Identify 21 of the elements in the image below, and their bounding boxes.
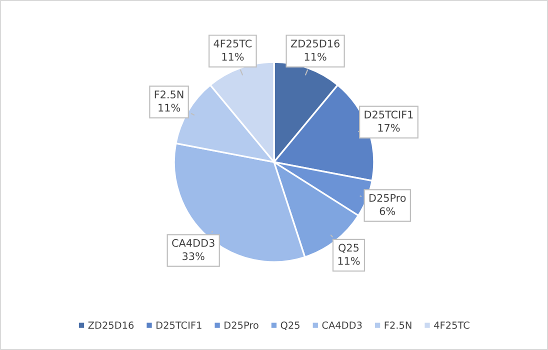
data-label: 11% <box>222 52 244 61</box>
data-label: 11% <box>338 257 360 265</box>
legend-label: D25TCIF1 <box>156 322 202 329</box>
legend-label: CA4DD3 <box>322 322 362 329</box>
data-label: 33% <box>182 252 204 260</box>
data-label: 11% <box>158 104 180 112</box>
slice-label: D25Pro <box>370 194 406 202</box>
slice-label: Q25 <box>338 244 359 253</box>
legend-label: ZD25D16 <box>88 322 134 329</box>
legend-label: Q25 <box>280 322 300 330</box>
legend-label: D25Pro <box>224 322 258 329</box>
slice-label: F2.5N <box>154 90 184 98</box>
data-label: 17% <box>378 124 400 132</box>
slice-label: D25TCIF1 <box>364 110 413 118</box>
legend-label: 4F25TC <box>434 322 470 329</box>
data-label: 11% <box>304 52 326 61</box>
data-label: 6% <box>380 207 396 216</box>
slice-label: 4F25TC <box>214 40 252 48</box>
slice-label: CA4DD3 <box>172 239 214 247</box>
legend-label: F2.5N <box>384 322 412 329</box>
slice-label: ZD25D16 <box>290 40 340 48</box>
